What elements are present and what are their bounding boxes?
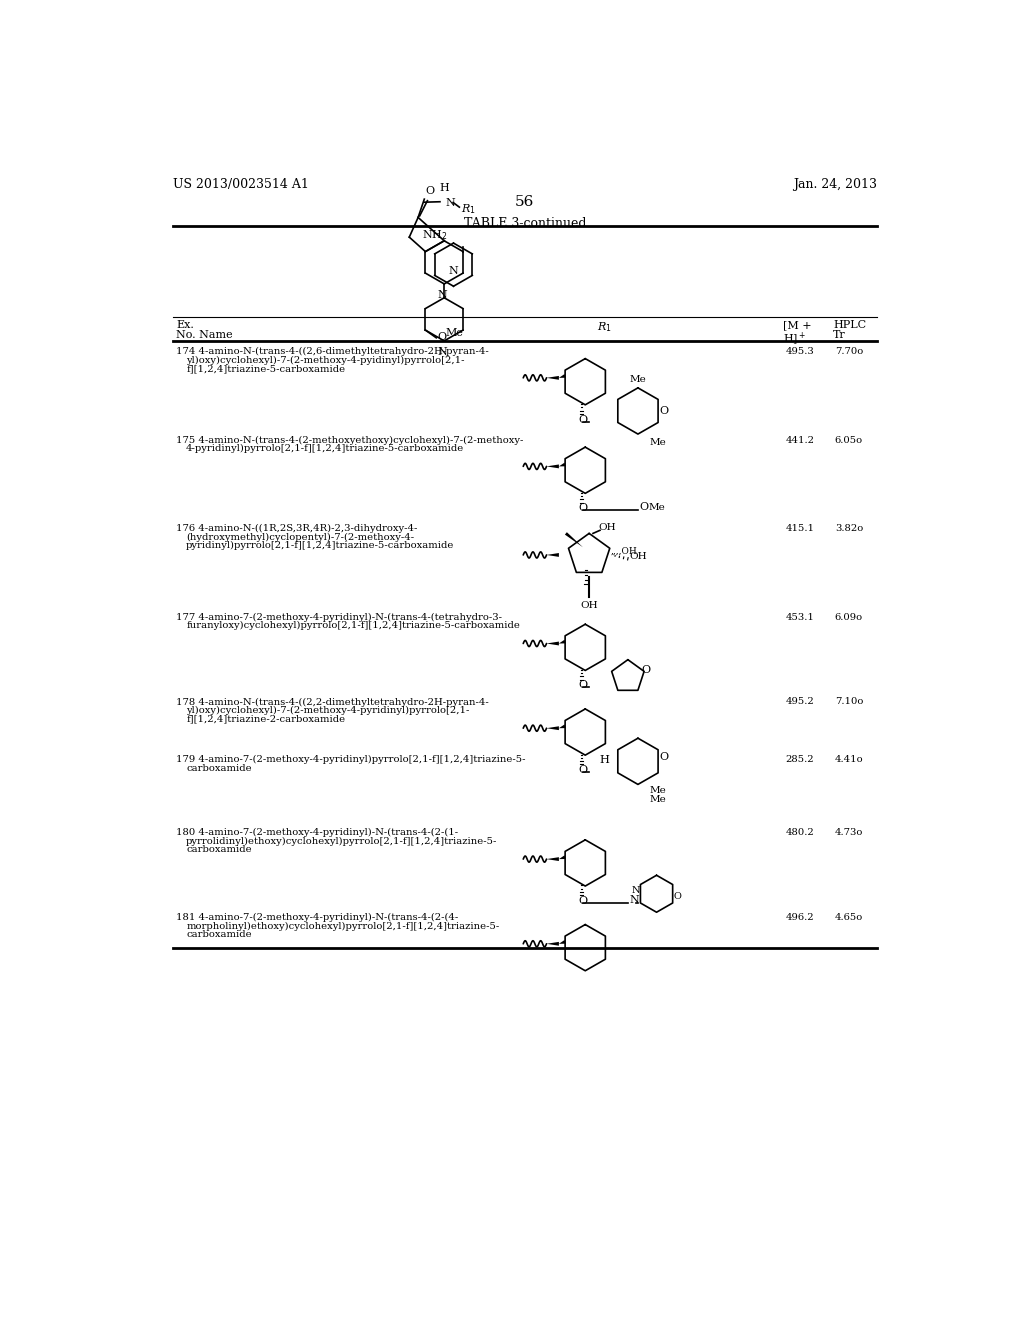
Text: 285.2: 285.2 [785,755,814,764]
Text: 4.41ᴏ: 4.41ᴏ [835,755,863,764]
Text: N: N [632,886,640,895]
Text: No. Name: No. Name [176,330,232,341]
Text: 175 4-amino-N-(trans-4-(2-methoxyethoxy)cyclohexyl)-7-(2-methoxy-: 175 4-amino-N-(trans-4-(2-methoxyethoxy)… [176,436,523,445]
Text: Me: Me [649,438,667,447]
Text: (hydroxymethyl)cyclopentyl)-7-(2-methoxy-4-: (hydroxymethyl)cyclopentyl)-7-(2-methoxy… [186,533,415,541]
Text: 4.73ᴏ: 4.73ᴏ [835,829,863,837]
Text: O: O [674,892,681,902]
Text: [M +: [M + [783,321,811,330]
Text: N: N [449,265,459,276]
Polygon shape [559,640,565,644]
Text: 4.65ᴏ: 4.65ᴏ [835,913,863,921]
Text: Jan. 24, 2013: Jan. 24, 2013 [793,178,877,190]
Text: f][1,2,4]triazine-2-carboxamide: f][1,2,4]triazine-2-carboxamide [186,714,345,723]
Text: O: O [658,407,668,416]
Polygon shape [547,465,559,469]
Text: OH: OH [598,523,616,532]
Text: O: O [437,333,446,342]
Text: O: O [579,414,588,425]
Text: morpholinyl)ethoxy)cyclohexyl)pyrrolo[2,1-f][1,2,4]triazine-5-: morpholinyl)ethoxy)cyclohexyl)pyrrolo[2,… [186,921,500,931]
Polygon shape [559,374,565,378]
Text: TABLE 3-continued: TABLE 3-continued [464,216,586,230]
Text: yl)oxy)cyclohexyl)-7-(2-methoxy-4-pyridinyl)pyrrolo[2,1-: yl)oxy)cyclohexyl)-7-(2-methoxy-4-pyridi… [186,706,469,715]
Text: 3.82ᴏ: 3.82ᴏ [835,524,863,533]
Text: O: O [579,766,588,775]
Text: OH: OH [581,601,598,610]
Text: H: H [600,755,609,766]
Polygon shape [559,462,565,466]
Text: 415.1: 415.1 [785,524,814,533]
Text: R$_1$: R$_1$ [597,321,612,334]
Polygon shape [559,725,565,729]
Text: 6.09ᴏ: 6.09ᴏ [835,612,863,622]
Text: N: N [445,198,455,207]
Text: furanyloxy)cyclohexyl)pyrrolo[2,1-f][1,2,4]triazine-5-carboxamide: furanyloxy)cyclohexyl)pyrrolo[2,1-f][1,2… [186,622,520,630]
Text: 480.2: 480.2 [785,829,814,837]
Text: 495.3: 495.3 [785,347,814,356]
Polygon shape [559,855,565,859]
Text: 176 4-amino-N-((1R,2S,3R,4R)-2,3-dihydroxy-4-: 176 4-amino-N-((1R,2S,3R,4R)-2,3-dihydro… [176,524,418,533]
Text: carboxamide: carboxamide [186,763,252,772]
Text: ,,,,OH: ,,,,OH [611,546,638,556]
Text: N: N [630,895,639,906]
Text: Me: Me [630,375,646,384]
Text: O: O [579,503,588,513]
Polygon shape [547,642,559,645]
Text: 177 4-amino-7-(2-methoxy-4-pyridinyl)-N-(trans-4-(tetrahydro-3-: 177 4-amino-7-(2-methoxy-4-pyridinyl)-N-… [176,612,502,622]
Text: 7.10ᴏ: 7.10ᴏ [835,697,863,706]
Text: yl)oxy)cyclohexyl)-7-(2-methoxy-4-pyidinyl)pyrrolo[2,1-: yl)oxy)cyclohexyl)-7-(2-methoxy-4-pyidin… [186,355,465,364]
Text: H: H [439,183,449,193]
Text: 4-pyridinyl)pyrrolo[2,1-f][1,2,4]triazine-5-carboxamide: 4-pyridinyl)pyrrolo[2,1-f][1,2,4]triazin… [186,444,464,453]
Polygon shape [547,857,559,861]
Polygon shape [547,942,559,945]
Text: O: O [658,752,668,763]
Text: US 2013/0023514 A1: US 2013/0023514 A1 [173,178,309,190]
Text: carboxamide: carboxamide [186,845,252,854]
Text: 181 4-amino-7-(2-methoxy-4-pyridinyl)-N-(trans-4-(2-(4-: 181 4-amino-7-(2-methoxy-4-pyridinyl)-N-… [176,913,459,923]
Text: 496.2: 496.2 [785,913,814,921]
Text: 441.2: 441.2 [785,436,814,445]
Text: O: O [641,665,650,676]
Text: Me: Me [445,329,464,338]
Text: 453.1: 453.1 [785,612,814,622]
Text: 7.70ᴏ: 7.70ᴏ [835,347,863,356]
Polygon shape [547,376,559,380]
Text: Tr: Tr [834,330,846,341]
Text: 180 4-amino-7-(2-methoxy-4-pyridinyl)-N-(trans-4-(2-(1-: 180 4-amino-7-(2-methoxy-4-pyridinyl)-N-… [176,829,458,837]
Text: Me: Me [649,785,667,795]
Text: O: O [579,681,588,690]
Text: O: O [579,896,588,906]
Text: 6.05ᴏ: 6.05ᴏ [835,436,863,445]
Text: N: N [437,290,446,300]
Text: O: O [640,502,648,512]
Text: 56: 56 [515,195,535,210]
Text: HPLC: HPLC [834,321,866,330]
Polygon shape [547,726,559,730]
Text: Me: Me [649,503,666,512]
Text: OH: OH [630,552,647,561]
Text: 174 4-amino-N-(trans-4-((2,6-dimethyltetrahydro-2H-pyran-4-: 174 4-amino-N-(trans-4-((2,6-dimethyltet… [176,347,488,356]
Text: Me: Me [649,795,667,804]
Text: R$_1$: R$_1$ [461,202,476,215]
Text: NH$_2$: NH$_2$ [422,228,447,243]
Text: N: N [438,347,447,356]
Text: H]$^+$: H]$^+$ [783,330,806,347]
Text: O: O [426,186,435,197]
Text: f][1,2,4]triazine-5-carboxamide: f][1,2,4]triazine-5-carboxamide [186,364,345,374]
Text: 178 4-amino-N-(trans-4-((2,2-dimethyltetrahydro-2H-pyran-4-: 178 4-amino-N-(trans-4-((2,2-dimethyltet… [176,697,488,706]
Text: Ex.: Ex. [176,321,194,330]
Polygon shape [547,553,559,557]
Polygon shape [559,940,565,944]
Text: pyridinyl)pyrrolo[2,1-f][1,2,4]triazine-5-carboxamide: pyridinyl)pyrrolo[2,1-f][1,2,4]triazine-… [186,541,455,550]
Text: carboxamide: carboxamide [186,929,252,939]
Text: 495.2: 495.2 [785,697,814,706]
Polygon shape [565,532,583,548]
Text: 179 4-amino-7-(2-methoxy-4-pyridinyl)pyrrolo[2,1-f][1,2,4]triazine-5-: 179 4-amino-7-(2-methoxy-4-pyridinyl)pyr… [176,755,525,764]
Text: pyrrolidinyl)ethoxy)cyclohexyl)pyrrolo[2,1-f][1,2,4]triazine-5-: pyrrolidinyl)ethoxy)cyclohexyl)pyrrolo[2… [186,837,498,846]
